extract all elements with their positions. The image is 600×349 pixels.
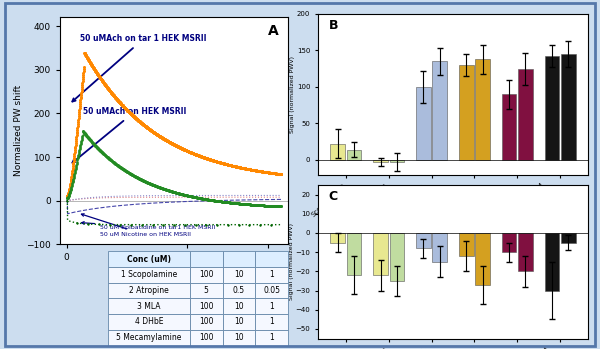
Bar	[373, 160, 388, 162]
Bar	[561, 233, 575, 243]
Text: 50 uMAch on tar 1 HEK MSRII: 50 uMAch on tar 1 HEK MSRII	[73, 35, 206, 102]
Bar	[373, 233, 388, 275]
Text: 50 uM Nicotine on HEK MSRII: 50 uM Nicotine on HEK MSRII	[82, 214, 191, 237]
Bar	[433, 61, 447, 160]
Bar	[331, 144, 345, 160]
Text: C: C	[329, 190, 338, 202]
Bar	[518, 69, 533, 160]
Text: B: B	[329, 19, 338, 32]
Bar	[459, 233, 473, 256]
Bar	[545, 55, 559, 160]
Bar	[331, 233, 345, 243]
Bar	[502, 233, 517, 252]
Bar	[475, 233, 490, 285]
X-axis label: Time (min): Time (min)	[146, 265, 202, 275]
Y-axis label: Signal (normalized PWV): Signal (normalized PWV)	[290, 56, 295, 133]
Bar	[502, 94, 517, 160]
Bar	[389, 233, 404, 281]
Text: 50 uMAch on HEK MSRII: 50 uMAch on HEK MSRII	[73, 107, 186, 163]
Bar	[389, 160, 404, 162]
Text: A: A	[268, 24, 279, 38]
Bar	[416, 233, 431, 248]
Bar	[459, 65, 473, 160]
Bar	[433, 233, 447, 262]
Text: 50 uM Epibatidine on tar1 HEK MSRII: 50 uM Epibatidine on tar1 HEK MSRII	[82, 222, 215, 230]
Bar	[347, 150, 361, 160]
Bar	[518, 233, 533, 272]
Bar	[347, 233, 361, 275]
Bar	[545, 233, 559, 290]
Bar	[416, 87, 431, 160]
Y-axis label: Signal (normalized PWV): Signal (normalized PWV)	[289, 223, 294, 300]
Y-axis label: Normalized PW shift: Normalized PW shift	[14, 85, 23, 177]
Bar	[475, 59, 490, 160]
Bar	[561, 54, 575, 160]
